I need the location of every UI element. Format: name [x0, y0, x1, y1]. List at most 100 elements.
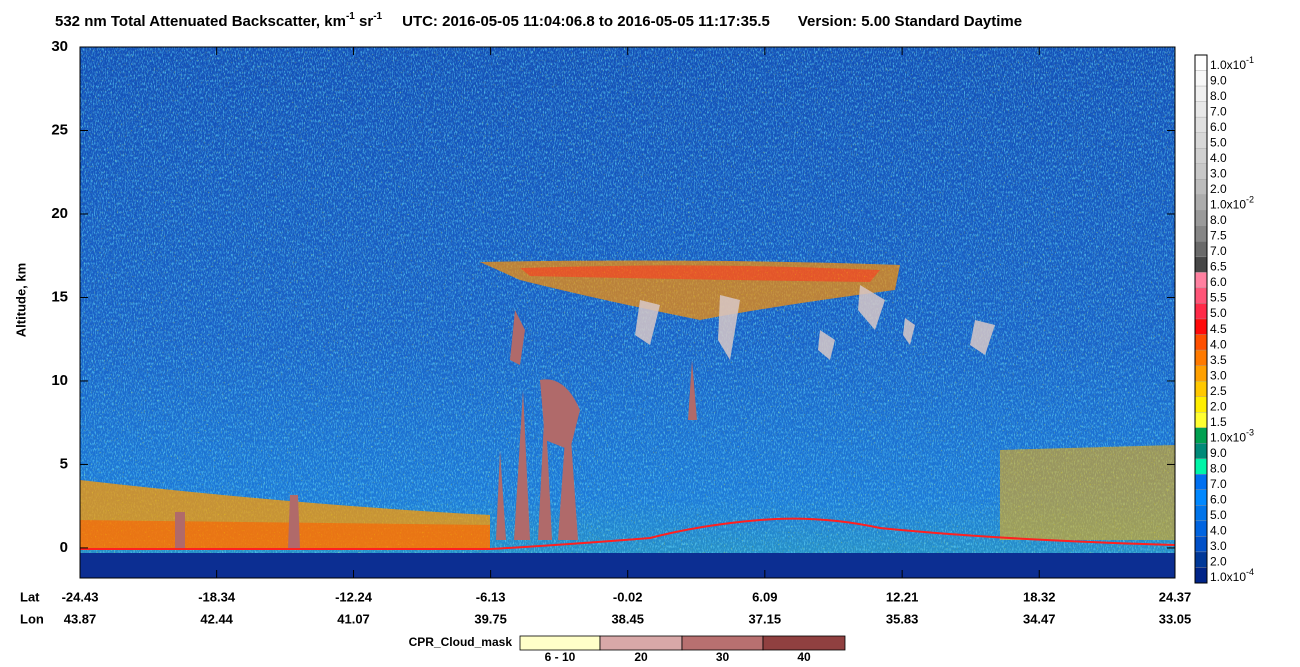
colorbar-swatch [1194, 412, 1208, 428]
colorbar-label: 7.5 [1210, 229, 1227, 243]
x-tick-label: -18.34 [198, 589, 236, 604]
colorbar-label-text: 4.0 [1210, 524, 1227, 538]
colorbar-swatch [1194, 287, 1208, 304]
noise [80, 47, 1175, 578]
colorbar-label: 2.0 [1210, 182, 1227, 196]
x-tick-label: 12.21 [886, 589, 919, 604]
colorbar-swatch [1194, 380, 1208, 397]
colorbar-label-text: 7.5 [1210, 229, 1227, 243]
colorbar-swatch [1194, 85, 1208, 102]
x-tick-label: 6.09 [752, 589, 777, 604]
legend-swatch [519, 635, 601, 651]
colorbar-label-text: 3.0 [1210, 167, 1227, 181]
colorbar-swatch [1194, 194, 1208, 211]
colorbar-label: 3.0 [1210, 167, 1227, 181]
colorbar-label: 8.0 [1210, 213, 1227, 227]
colorbar-label-text: 8.0 [1210, 89, 1227, 103]
colorbar-label: 4.0 [1210, 337, 1227, 351]
colorbar-swatch [1194, 427, 1208, 444]
colorbar-label-text: 2.5 [1210, 384, 1227, 398]
colorbar-label: 7.0 [1210, 477, 1227, 491]
x-tick-label: 18.32 [1023, 589, 1056, 604]
colorbar-label-text: 1.5 [1210, 415, 1227, 429]
colorbar-label-text: 5.0 [1210, 508, 1227, 522]
colorbar-label-text: 3.0 [1210, 369, 1227, 383]
colorbar-label: 4.0 [1210, 524, 1227, 538]
colorbar-swatch [1194, 365, 1208, 382]
colorbar-label: 2.0 [1210, 555, 1227, 569]
colorbar-label-text: 1.0x10 [1210, 58, 1246, 72]
colorbar-label-text: 6.0 [1210, 493, 1227, 507]
legend-swatch [681, 635, 764, 651]
colorbar-label-sup: -2 [1246, 195, 1254, 205]
x-tick-label: -24.43 [62, 589, 99, 604]
colorbar-label: 4.0 [1210, 151, 1227, 165]
colorbar-label-text: 2.0 [1210, 182, 1227, 196]
colorbar-swatch [1194, 179, 1208, 195]
colorbar-label: 3.0 [1210, 539, 1227, 553]
colorbar-label: 6.0 [1210, 493, 1227, 507]
colorbar-label: 3.0 [1210, 369, 1227, 383]
colorbar-swatch [1194, 132, 1208, 149]
colorbar-swatch [1194, 54, 1208, 71]
y-tick-label: 5 [60, 455, 68, 472]
y-tick-label: 30 [51, 38, 68, 55]
legend-label: 30 [716, 650, 730, 664]
colorbar-label: 5.5 [1210, 291, 1227, 305]
colorbar-frame [1194, 54, 1208, 584]
x-tick-label: 24.37 [1159, 589, 1192, 604]
colorbar-swatch [1194, 210, 1208, 226]
colorbar-swatch [1194, 474, 1208, 490]
title-sup: -1 [346, 11, 355, 22]
colorbar-label-text: 8.0 [1210, 462, 1227, 476]
colorbar-label-text: 2.0 [1210, 555, 1227, 569]
colorbar-label: 1.0x10-3 [1210, 428, 1254, 445]
colorbar-label: 6.0 [1210, 120, 1227, 134]
colorbar-label: 5.0 [1210, 306, 1227, 320]
colorbar-label: 7.0 [1210, 105, 1227, 119]
colorbar-swatch [1194, 567, 1208, 584]
colorbar-swatch [1194, 70, 1208, 87]
colorbar-label-text: 9.0 [1210, 446, 1227, 460]
lon-tick-label: 35.83 [886, 611, 919, 626]
colorbar-swatch [1194, 536, 1208, 553]
colorbar-label: 2.5 [1210, 384, 1227, 398]
colorbar-swatch [1194, 396, 1208, 413]
colorbar-label-sup: -1 [1246, 55, 1254, 65]
lon-tick-label: 33.05 [1159, 611, 1192, 626]
colorbar-swatch [1194, 551, 1208, 568]
colorbar-label-text: 4.5 [1210, 322, 1227, 336]
colorbar-label: 7.0 [1210, 244, 1227, 258]
y-tick-label: 15 [51, 288, 68, 305]
colorbar-label-text: 6.5 [1210, 260, 1227, 274]
colorbar-label-text: 4.0 [1210, 337, 1227, 351]
colorbar-label-text: 7.0 [1210, 105, 1227, 119]
lon-tick-label: 41.07 [337, 611, 370, 626]
legend-swatch [762, 635, 846, 651]
legend-label: 20 [634, 650, 648, 664]
colorbar-label-text: 4.0 [1210, 151, 1227, 165]
colorbar-label-text: 3.5 [1210, 353, 1227, 367]
cpr-clouds [175, 310, 697, 548]
y-axis-label: Altitude, km [13, 263, 28, 337]
title-text: sr [355, 13, 374, 30]
colorbar-swatch [1194, 116, 1208, 133]
colorbar-swatch [1194, 101, 1208, 118]
colorbar-label-sup: -3 [1246, 428, 1254, 438]
colorbar-swatch [1194, 443, 1208, 459]
x-tick-label: -0.02 [613, 589, 643, 604]
colorbar-label: 5.0 [1210, 508, 1227, 522]
colorbar-label: 8.0 [1210, 462, 1227, 476]
legend-label: 6 - 10 [545, 650, 576, 664]
colorbar-label-text: 6.0 [1210, 275, 1227, 289]
legend-title: CPR_Cloud_mask [409, 635, 513, 649]
colorbar-label-text: 7.0 [1210, 477, 1227, 491]
title-text: UTC: 2016-05-05 11:04:06.8 to 2016-05-05… [402, 13, 770, 30]
colorbar-label-text: 5.5 [1210, 291, 1227, 305]
colorbar-swatch [1194, 148, 1208, 164]
colorbar-label-text: 9.0 [1210, 73, 1227, 87]
ice-clouds [635, 285, 995, 360]
colorbar-label-sup: -4 [1246, 568, 1254, 578]
colorbar-label-text: 5.0 [1210, 136, 1227, 150]
plot-area [79, 46, 1176, 579]
